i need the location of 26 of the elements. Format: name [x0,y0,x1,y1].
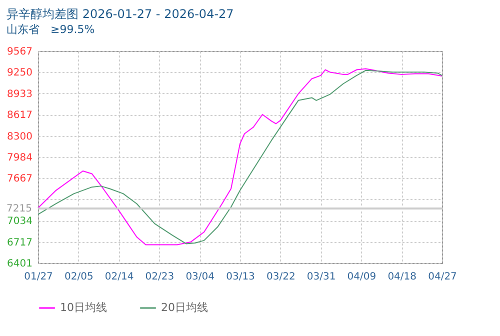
x-tick-label: 04/27 [428,272,457,282]
x-tick-label: 04/09 [347,272,376,282]
x-tick-label: 03/31 [306,272,336,282]
x-tick-label: 03/13 [226,272,255,282]
chart-title: 异辛醇均差图 2026-01-27 - 2026-04-27 [6,7,234,21]
y-tick-label: 7984 [7,152,32,164]
x-tick-label: 03/22 [266,272,296,282]
y-tick-label: 7034 [7,216,32,228]
legend-label: 10日均线 [60,301,107,314]
y-tick-label: 8617 [7,110,32,122]
legend-label: 20日均线 [161,301,208,314]
y-tick-label: 7667 [7,174,32,185]
y-tick-label: 8933 [7,88,32,100]
y-tick-label: 6717 [7,237,32,248]
x-tick-label: 01/27 [24,272,53,282]
x-tick-label: 04/18 [388,272,417,282]
y-tick-label: 9250 [7,68,32,79]
y-tick-label: 9567 [7,46,32,58]
chart-subtitle: 山东省 ≥99.5% [6,23,95,36]
x-tick-label: 02/23 [145,272,174,282]
x-tick-label: 02/14 [104,272,134,282]
y-tick-label: 6401 [7,258,32,270]
y-tick-label: 8300 [7,131,32,142]
x-tick-label: 03/04 [186,272,215,282]
x-tick-label: 02/05 [64,272,94,282]
ref-line-label: 7215 [6,203,32,214]
